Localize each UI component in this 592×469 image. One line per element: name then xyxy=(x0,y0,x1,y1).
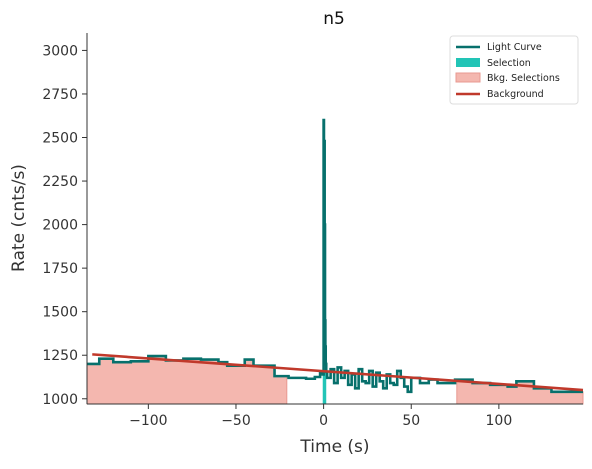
y-tick-label: 2750 xyxy=(42,87,78,103)
legend-bkg-label: Bkg. Selections xyxy=(487,73,560,84)
selection-band xyxy=(322,372,327,404)
legend-frame xyxy=(449,35,579,105)
y-ticks: 1000 1250 1500 1750 2000 2250 2500 2750 3000 xyxy=(42,43,87,408)
x-tick-label: −50 xyxy=(221,413,251,429)
light-curve-series xyxy=(87,118,583,394)
legend-selection-label: Selection xyxy=(487,58,531,69)
background-series xyxy=(92,353,584,392)
x-ticks: −100 −50 0 50 100 xyxy=(129,404,512,429)
y-tick-label: 3000 xyxy=(42,43,78,59)
y-tick-label: 1000 xyxy=(42,392,78,408)
y-tick-label: 1250 xyxy=(42,348,78,364)
background-fit-line xyxy=(92,353,584,392)
x-axis-label: Time (s) xyxy=(299,437,369,457)
x-tick-label: 50 xyxy=(402,413,420,429)
legend-selection-swatch xyxy=(456,58,480,67)
x-tick-label: −100 xyxy=(129,413,167,429)
x-tick-label: 100 xyxy=(486,413,513,429)
legend-bkg-swatch xyxy=(455,72,481,83)
selection-region xyxy=(322,372,327,404)
y-axis-label: Rate (cnts/s) xyxy=(9,164,29,272)
y-tick-label: 2250 xyxy=(42,174,78,190)
x-tick-label: 0 xyxy=(319,413,328,429)
y-tick-label: 1500 xyxy=(42,305,78,321)
y-tick-label: 2500 xyxy=(42,131,78,147)
legend-background-label: Background xyxy=(487,89,544,100)
light-curve-line xyxy=(87,118,583,394)
legend: Light Curve Selection Bkg. Selections Ba… xyxy=(449,35,579,105)
legend-light-curve-label: Light Curve xyxy=(487,42,542,53)
chart-title: n5 xyxy=(323,9,345,29)
y-tick-label: 2000 xyxy=(42,218,78,234)
y-tick-label: 1750 xyxy=(42,261,78,277)
